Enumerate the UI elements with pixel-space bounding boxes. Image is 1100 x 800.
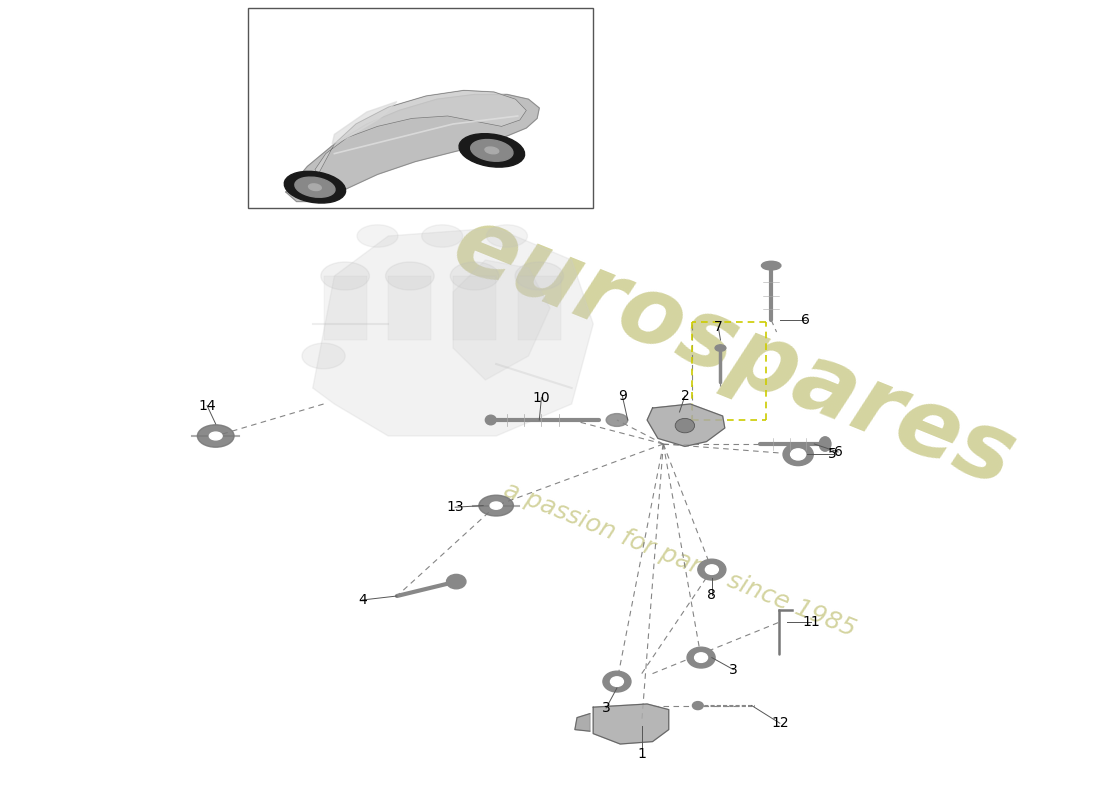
Ellipse shape [447, 574, 466, 589]
Text: 7: 7 [714, 320, 723, 334]
Ellipse shape [471, 139, 513, 162]
Bar [323, 276, 366, 340]
Ellipse shape [692, 702, 703, 710]
Text: 3: 3 [602, 701, 610, 715]
Bar [249, 8, 593, 208]
Polygon shape [593, 704, 669, 744]
Text: 6: 6 [801, 313, 810, 327]
Text: a passion for parts since 1985: a passion for parts since 1985 [499, 478, 859, 642]
Ellipse shape [783, 443, 813, 466]
Text: 13: 13 [447, 500, 464, 514]
Ellipse shape [485, 415, 496, 425]
Polygon shape [315, 90, 526, 174]
Ellipse shape [688, 647, 715, 668]
Ellipse shape [386, 262, 434, 290]
Ellipse shape [197, 425, 234, 447]
Ellipse shape [705, 565, 718, 574]
Ellipse shape [358, 225, 398, 247]
Ellipse shape [603, 671, 631, 692]
Text: 10: 10 [532, 390, 550, 405]
Polygon shape [312, 228, 593, 436]
Ellipse shape [478, 495, 514, 516]
Ellipse shape [486, 225, 527, 247]
Text: 5: 5 [828, 447, 837, 462]
Ellipse shape [761, 262, 781, 270]
Polygon shape [453, 260, 550, 380]
Ellipse shape [209, 432, 222, 440]
Text: 12: 12 [771, 716, 789, 730]
Ellipse shape [485, 147, 498, 154]
Polygon shape [286, 94, 539, 202]
Ellipse shape [284, 171, 345, 203]
Text: 3: 3 [729, 662, 738, 677]
Ellipse shape [694, 653, 707, 662]
Ellipse shape [515, 262, 563, 290]
Text: 11: 11 [802, 615, 820, 630]
Ellipse shape [491, 502, 503, 510]
Ellipse shape [321, 262, 370, 290]
Ellipse shape [459, 134, 525, 167]
Text: 2: 2 [681, 389, 690, 403]
Text: 9: 9 [618, 389, 627, 403]
Ellipse shape [606, 414, 628, 426]
Ellipse shape [610, 677, 624, 686]
Bar [453, 276, 496, 340]
Text: 6: 6 [834, 445, 843, 459]
Polygon shape [332, 102, 397, 144]
Polygon shape [575, 714, 590, 731]
Ellipse shape [309, 184, 321, 190]
Ellipse shape [791, 449, 805, 460]
Bar [518, 276, 561, 340]
Ellipse shape [302, 343, 345, 369]
Ellipse shape [421, 225, 463, 247]
Ellipse shape [715, 345, 726, 351]
Text: eurospares: eurospares [439, 198, 1027, 506]
Ellipse shape [450, 262, 498, 290]
Ellipse shape [820, 437, 830, 451]
Ellipse shape [295, 177, 336, 198]
Text: 1: 1 [637, 746, 646, 761]
Polygon shape [647, 404, 725, 446]
Text: 4: 4 [358, 593, 366, 607]
Ellipse shape [697, 559, 726, 580]
Ellipse shape [675, 418, 694, 433]
Text: 8: 8 [707, 588, 716, 602]
Bar [388, 276, 431, 340]
Text: 14: 14 [198, 398, 216, 413]
